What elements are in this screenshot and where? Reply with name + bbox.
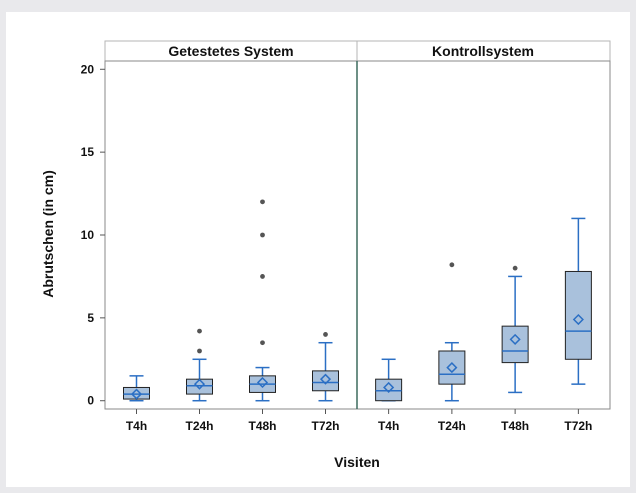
outlier-point [260,274,265,279]
boxplot-chart: Getestetes System Kontrollsystem 0 5 10 15 2… [40,40,611,470]
box-1-T48h [249,199,276,402]
iqr-box [186,378,213,395]
box-2-T4h [375,358,403,402]
iqr-box [375,378,403,402]
box-1-T24h [186,328,213,402]
panel-title-1: Getestetes System [168,43,293,59]
mean-marker [572,313,584,326]
x-tick-label: T48h [501,419,529,433]
outlier-point [260,340,265,346]
outlier-point [260,199,265,205]
x-tick-label: T72h [564,419,592,433]
x-tick-label: T48h [248,419,276,433]
y-tick-label: 0 [87,394,94,408]
box-2-T24h [438,262,466,402]
x-tick-label: T4h [126,419,147,433]
x-tick-label: T24h [438,419,466,433]
x-tick-label: T4h [378,419,399,433]
y-tick-label: 15 [81,145,95,159]
outlier-point [260,232,265,238]
mean-marker [383,381,395,394]
mean-marker [446,362,458,374]
iqr-box [312,370,339,392]
outlier-point [197,348,202,354]
box-2-T48h [501,265,529,394]
chart-canvas: Getestetes System Kontrollsystem 0 5 10 15 2… [6,12,630,487]
box-2-T72h [564,217,592,385]
y-tick-label: 5 [87,311,94,325]
outlier-point [197,328,202,334]
outlier-point [323,332,328,337]
iqr-box [438,350,466,385]
y-tick-label: 10 [81,228,95,242]
panel-title-2: Kontrollsystem [432,43,534,59]
y-axis-label: Abrutschen (in cm) [40,170,56,298]
outlier-point [512,265,518,271]
mean-marker [130,388,143,400]
x-tick-label: T24h [185,419,213,433]
outlier-point [449,262,455,268]
box-1-T72h [312,332,339,402]
x-axis-label: Visiten [334,454,380,470]
box-1-T4h [123,375,150,402]
mean-marker [193,378,206,390]
mean-marker [256,376,269,389]
mean-marker [509,333,521,345]
x-tick-label: T72h [311,419,339,433]
y-tick-label: 20 [81,62,95,76]
mean-marker [319,373,332,385]
